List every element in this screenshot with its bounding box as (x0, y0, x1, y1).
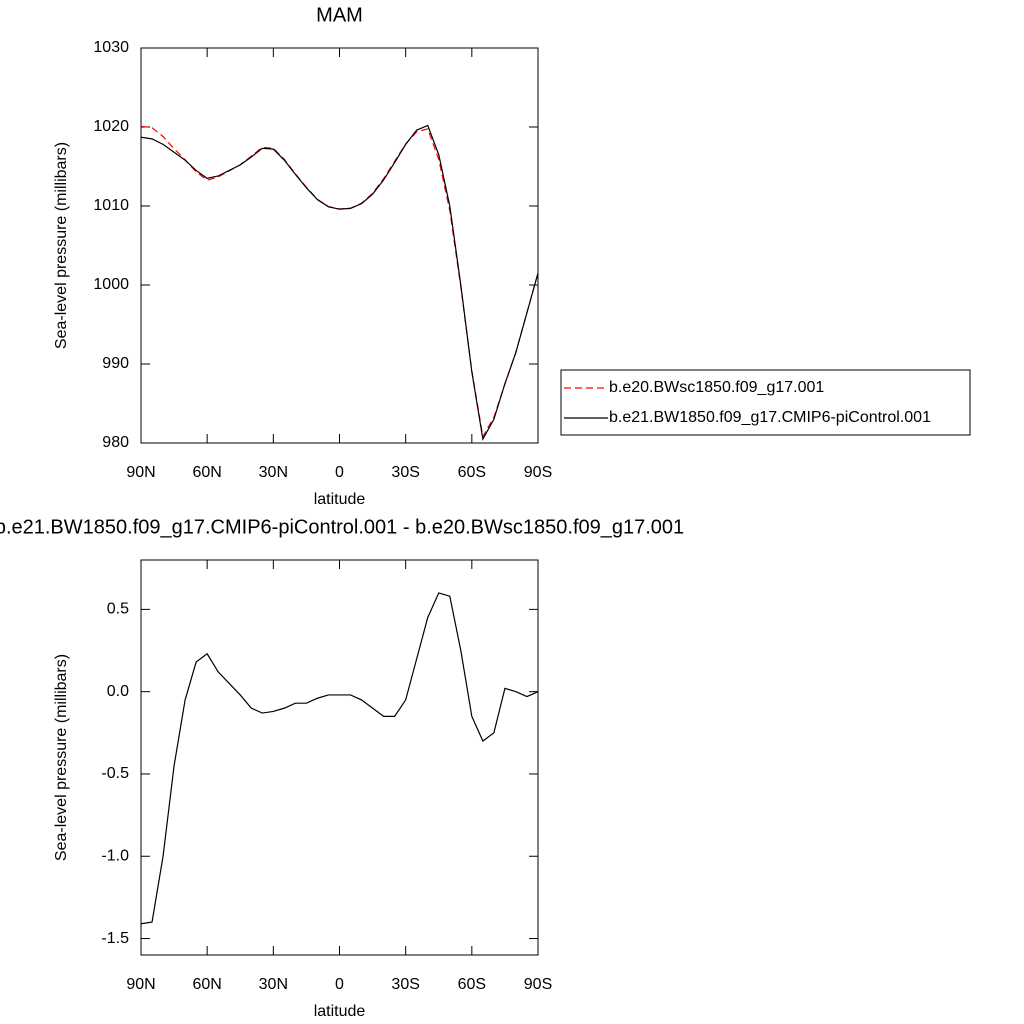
x-tick-label: 30S (391, 976, 419, 993)
x-tick-label: 90S (524, 976, 552, 993)
x-tick-label: 60N (192, 464, 221, 481)
y-tick-label: -1.5 (101, 930, 129, 947)
x-tick-label: 90N (126, 464, 155, 481)
x-tick-label: 0 (335, 976, 344, 993)
plot-frame (140, 47, 539, 444)
y-tick-label: 1030 (93, 39, 129, 56)
legend-box (560, 369, 971, 436)
x-tick-label: 0 (335, 464, 344, 481)
plot-frame (140, 559, 539, 956)
y-tick-label: 1010 (93, 197, 129, 214)
y-tick-label: -1.0 (101, 847, 129, 864)
legend-label: b.e21.BW1850.f09_g17.CMIP6-piControl.001 (609, 409, 931, 426)
data-line (140, 125, 539, 439)
y-axis-label: Sea-level pressure (millibars) (53, 654, 70, 861)
x-tick-label: 30N (259, 976, 288, 993)
x-tick-label: 30N (259, 464, 288, 481)
x-tick-label: 60S (458, 976, 486, 993)
y-tick-label: 980 (102, 434, 129, 451)
y-tick-label: 990 (102, 355, 129, 372)
x-axis-label: latitude (314, 491, 366, 508)
y-tick-label: 1000 (93, 276, 129, 293)
x-axis-label: latitude (314, 1003, 366, 1020)
y-tick-label: 0.0 (107, 683, 129, 700)
y-tick-label: 0.5 (107, 601, 129, 618)
data-line (140, 592, 539, 925)
x-tick-label: 30S (391, 464, 419, 481)
y-tick-label: -0.5 (101, 765, 129, 782)
chart-title: b.e21.BW1850.f09_g17.CMIP6-piControl.001… (0, 516, 684, 538)
y-axis-label: Sea-level pressure (millibars) (53, 142, 70, 349)
legend-label: b.e20.BWsc1850.f09_g17.001 (609, 379, 824, 396)
x-tick-label: 60N (192, 976, 221, 993)
x-tick-label: 90N (126, 976, 155, 993)
chart-title: MAM (316, 4, 363, 26)
data-line (140, 124, 539, 441)
x-tick-label: 60S (458, 464, 486, 481)
x-tick-label: 90S (524, 464, 552, 481)
y-tick-label: 1020 (93, 118, 129, 135)
